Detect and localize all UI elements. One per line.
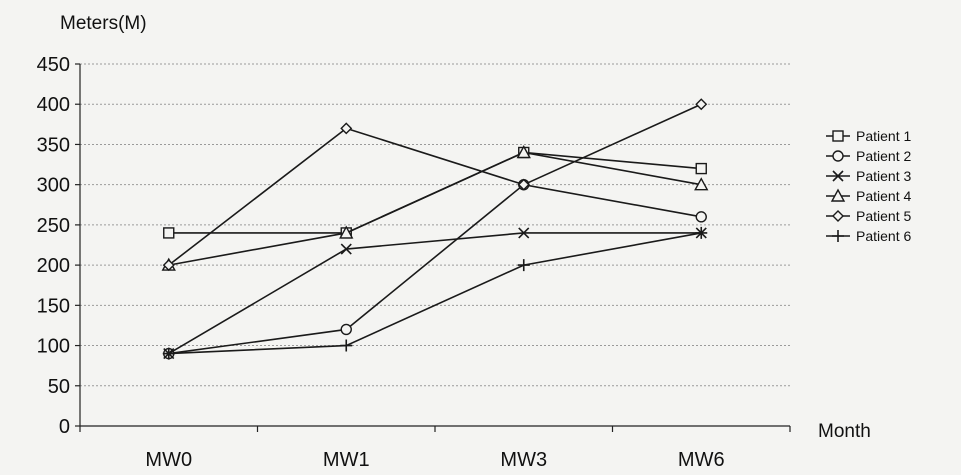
y-tick-label: 200 (37, 255, 70, 277)
x-tick-label: MW3 (500, 449, 547, 470)
marker-circle (832, 150, 844, 162)
legend-label: Patient 6 (856, 228, 911, 244)
series-6 (162, 226, 708, 360)
data-point (340, 243, 352, 255)
marker-square (832, 130, 844, 142)
legend-entry: Patient 6 (826, 228, 911, 244)
legend-entry: Patient 3 (826, 168, 911, 184)
legend-label: Patient 5 (856, 208, 911, 224)
y-tick-label: 50 (48, 376, 70, 398)
y-axis-label: Meters(M) (60, 13, 147, 34)
data-point (340, 122, 353, 135)
x-axis-label: Month (818, 421, 871, 442)
series-layer (161, 98, 709, 360)
data-point (695, 226, 708, 239)
legend-label: Patient 1 (856, 128, 911, 144)
marker-x (832, 170, 844, 182)
series-line (168, 103, 702, 266)
data-point (340, 339, 353, 352)
data-point (695, 211, 707, 223)
series-line (168, 151, 702, 266)
y-tick-label: 400 (37, 94, 70, 116)
axes: 0 50 100 150 200 250 300 350 400 450 MW0 MW1 MW3 MW6 (37, 54, 791, 471)
data-point (339, 225, 354, 239)
series-5 (162, 98, 708, 272)
data-point (695, 162, 707, 175)
y-tick-label: 250 (37, 215, 70, 237)
series-line (168, 232, 702, 355)
legend-entry: Patient 2 (826, 148, 911, 164)
legend-label: Patient 3 (856, 168, 911, 184)
series-line (168, 232, 702, 355)
series-4 (161, 145, 709, 271)
x-tick-label: MW6 (678, 449, 725, 470)
series-line (168, 183, 702, 355)
x-tick-label: MW0 (145, 449, 192, 470)
y-tick-label: 350 (37, 134, 70, 156)
y-tick-label: 300 (37, 175, 70, 197)
y-tick-label: 150 (37, 295, 70, 317)
data-point (694, 177, 709, 191)
y-tick-label: 450 (37, 54, 70, 76)
legend: Patient 1 Patient 2 Patient 3 Patient 4 Pati… (826, 128, 911, 244)
data-point (163, 227, 175, 239)
data-point (518, 227, 530, 239)
legend-label: Patient 2 (856, 148, 911, 164)
data-point (516, 145, 531, 159)
legend-entry: Patient 5 (826, 208, 911, 224)
y-tick-label: 0 (59, 416, 70, 438)
data-point (695, 98, 708, 111)
marker-plus (832, 230, 844, 242)
data-point (162, 259, 175, 272)
legend-entry: Patient 1 (826, 128, 911, 144)
data-point (517, 259, 530, 272)
y-tick-label: 100 (37, 336, 70, 358)
data-point (162, 347, 175, 360)
marker-triangle (830, 188, 846, 202)
legend-entry: Patient 4 (826, 188, 911, 204)
legend-label: Patient 4 (856, 188, 911, 204)
x-tick-label: MW1 (323, 449, 370, 470)
data-point (517, 178, 530, 191)
marker-diamond (832, 210, 844, 222)
data-point (340, 323, 352, 336)
